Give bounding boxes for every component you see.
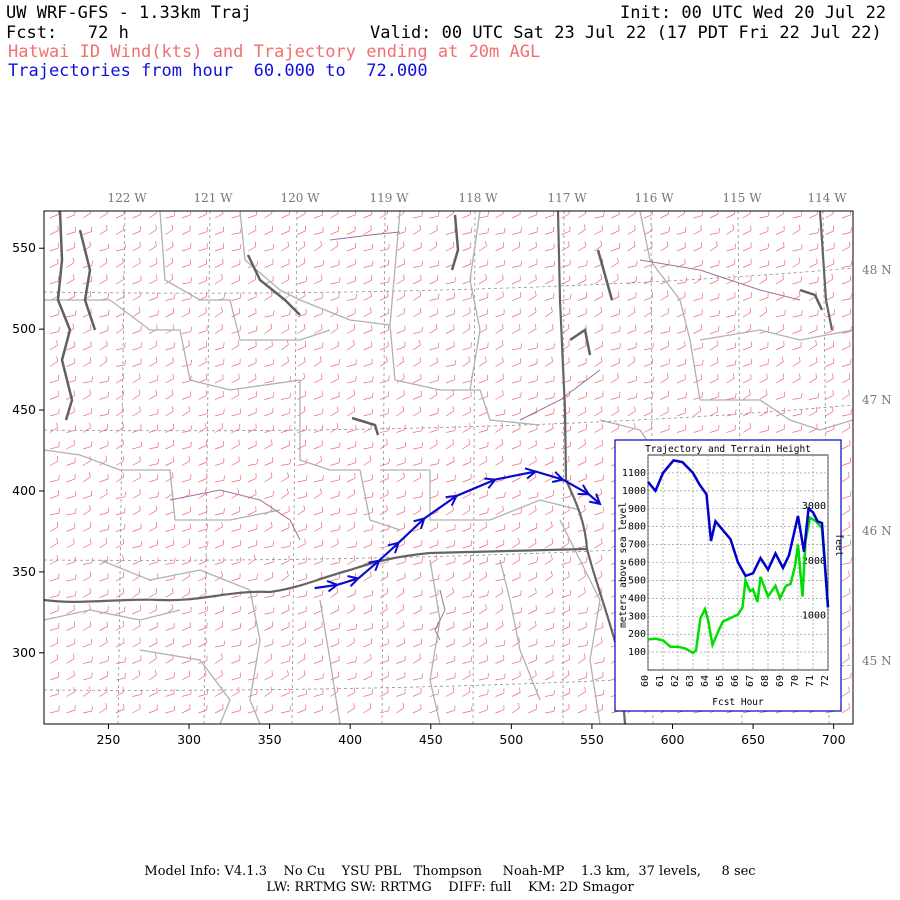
longitude-label: 115 W — [722, 191, 762, 205]
trajectory-range: Trajectories from hour 60.000 to 72.000 — [8, 61, 428, 81]
inset-left-tick: 800 — [628, 522, 646, 533]
longitude-label: 118 W — [458, 191, 498, 205]
trajectory-arrow — [589, 493, 602, 506]
inset-bottom-tick: 66 — [730, 675, 741, 687]
longitude-label: 122 W — [107, 191, 147, 205]
inset-bottom-tick: 64 — [700, 675, 711, 687]
y-tick-label: 550 — [12, 240, 36, 255]
inset-bottom-tick: 61 — [655, 675, 666, 687]
longitude-label: 121 W — [193, 191, 233, 205]
trajectory-arrow — [524, 467, 538, 480]
trajectory-arrow — [368, 559, 381, 572]
longitude-label: 114 W — [807, 191, 847, 205]
inset-bottom-tick: 60 — [640, 675, 651, 687]
trajectory-arrow — [445, 494, 459, 507]
inset-left-tick: 1000 — [622, 486, 646, 497]
inset-bottom-tick: 67 — [745, 675, 756, 687]
inset-left-tick: 200 — [628, 629, 646, 640]
x-tick-label: 250 — [97, 732, 121, 747]
inset-left-tick: 500 — [628, 575, 646, 586]
longitude-label: 119 W — [369, 191, 409, 205]
latlon-graticule — [44, 211, 853, 724]
county-boundaries — [44, 211, 853, 724]
y-tick-label: 450 — [12, 402, 36, 417]
x-tick-label: 300 — [177, 732, 201, 747]
inset-left-tick: 100 — [628, 647, 646, 658]
y-tick-label: 400 — [12, 483, 36, 498]
x-tick-label: 550 — [580, 732, 604, 747]
latitude-labels: 48 N 47 N 46 N 45 N — [862, 263, 892, 668]
inset-left-axis: 100 200 300 400 500 600 700 800 900 1000 1100 — [622, 468, 646, 658]
inset-left-tick: 1100 — [622, 468, 646, 479]
inset-x-label: Fcst Hour — [712, 697, 764, 708]
coastline — [56, 211, 824, 436]
model-info-line1: Model Info: V4.1.3 No Cu YSU PBL Thompso… — [144, 864, 756, 879]
inset-left-tick: 400 — [628, 593, 646, 604]
trajectory-arrow — [577, 484, 591, 496]
inset-bottom-tick: 68 — [760, 675, 771, 687]
terrain-height-line — [647, 515, 830, 655]
inset-title: Trajectory and Terrain Height — [645, 444, 811, 455]
x-tick-label: 350 — [258, 732, 282, 747]
trajectory-arrow — [551, 471, 565, 483]
latitude-label: 48 N — [862, 263, 892, 277]
y-axis: 300 350 400 450 500 550 — [12, 240, 44, 660]
inset-right-label: feet — [833, 534, 844, 557]
x-tick-label: 600 — [661, 732, 685, 747]
inset-right-axis: 1000 2000 3000 — [802, 501, 826, 621]
trajectory-arrow — [387, 541, 401, 554]
inset-left-tick: 700 — [628, 540, 646, 551]
inset-bottom-tick: 72 — [820, 675, 831, 687]
valid-time: Valid: 00 UTC Sat 23 Jul 22 (17 PDT Fri … — [370, 23, 882, 43]
latitude-label: 45 N — [862, 654, 892, 668]
trajectory-arrow — [413, 517, 426, 530]
plot-title: UW WRF-GFS - 1.33km Traj — [6, 3, 252, 23]
x-axis: 250 300 350 400 450 500 550 600 650 700 — [97, 724, 846, 747]
y-tick-label: 350 — [12, 564, 36, 579]
inset-bottom-tick: 62 — [670, 675, 681, 687]
latitude-label: 46 N — [862, 524, 892, 538]
longitude-label: 117 W — [547, 191, 587, 205]
trajectory-arrow — [484, 477, 498, 489]
inset-left-tick: 900 — [628, 504, 646, 515]
x-tick-label: 450 — [419, 732, 443, 747]
forecast-hour: Fcst: 72 h — [6, 23, 129, 43]
longitude-labels: 122 W 121 W 120 W 119 W 118 W 117 W 116 W 115 W… — [107, 191, 847, 205]
inset-left-tick: 300 — [628, 611, 646, 622]
inset-bottom-tick: 69 — [775, 675, 786, 687]
model-info-line2: LW: RRTMG SW: RRTMG DIFF: full KM: 2D Sm… — [266, 880, 634, 895]
latitude-label: 47 N — [862, 393, 892, 407]
inset-bottom-tick: 63 — [685, 675, 696, 687]
trajectory-arrow — [347, 575, 361, 587]
inset-bottom-tick: 71 — [805, 675, 816, 687]
x-tick-label: 400 — [338, 732, 362, 747]
y-tick-label: 300 — [12, 645, 36, 660]
inset-right-tick: 2000 — [802, 556, 826, 567]
inset-right-tick: 1000 — [802, 610, 826, 621]
longitude-label: 116 W — [634, 191, 674, 205]
trajectory-arrow — [326, 580, 340, 593]
x-tick-label: 650 — [741, 732, 765, 747]
longitude-label: 120 W — [280, 191, 320, 205]
inset-bottom-tick: 65 — [715, 675, 726, 687]
y-tick-label: 500 — [12, 321, 36, 336]
trajectory-path — [314, 467, 602, 593]
inset-trajectory-terrain-chart: Trajectory and Terrain Height 100 200 300 4… — [614, 439, 844, 712]
x-tick-label: 500 — [499, 732, 523, 747]
trajectory-height-line — [647, 459, 830, 608]
inset-bottom-tick: 70 — [790, 675, 801, 687]
inset-left-label: meters above sea level — [618, 502, 629, 628]
inset-right-tick: 3000 — [802, 501, 826, 512]
inset-bottom-axis: 60 61 62 63 64 65 66 67 68 69 70 71 72 — [640, 675, 831, 687]
x-tick-label: 700 — [822, 732, 846, 747]
init-time: Init: 00 UTC Wed 20 Jul 22 — [620, 3, 887, 23]
field-description: Hatwai ID Wind(kts) and Trajectory endin… — [8, 42, 541, 62]
inset-left-tick: 600 — [628, 558, 646, 569]
